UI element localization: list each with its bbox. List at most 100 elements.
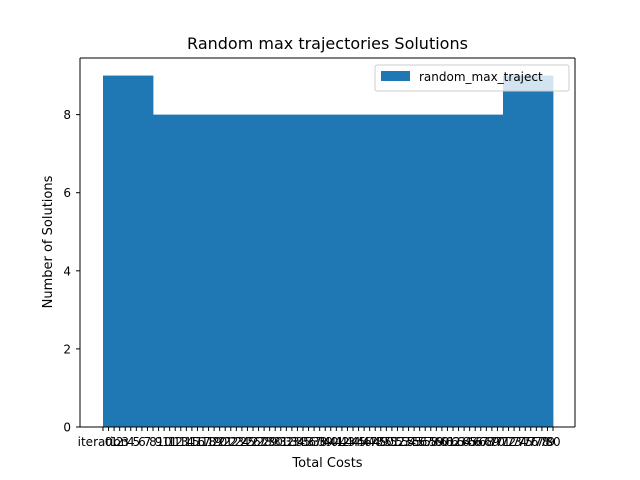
histogram-bar — [153, 114, 504, 428]
x-tick-label: 43 — [340, 435, 355, 449]
y-tick-label: 8 — [63, 108, 71, 122]
x-tick-label: 11 — [162, 435, 177, 449]
axes-frame — [79, 57, 576, 428]
y-tick-label: 0 — [63, 421, 71, 435]
x-tick-label: 44 — [345, 435, 360, 449]
x-tick-label: 37 — [306, 435, 321, 449]
x-tick-label: 41 — [329, 435, 344, 449]
legend-box — [374, 64, 570, 92]
x-tick-label: 75 — [518, 435, 533, 449]
x-tick-label: 70 — [490, 435, 505, 449]
x-tick-label: 63 — [451, 435, 466, 449]
x-tick-label: 73 — [506, 435, 521, 449]
x-tick-label: 13 — [173, 435, 188, 449]
histogram-bar — [103, 75, 154, 427]
x-tick-label: 64 — [456, 435, 471, 449]
x-tick-label: 53 — [395, 435, 410, 449]
x-tick-label: 72 — [501, 435, 516, 449]
x-tick-label: 17 — [195, 435, 210, 449]
x-tick-label: 14 — [179, 435, 194, 449]
x-tick-label: 28 — [256, 435, 271, 449]
x-tick-label: 65 — [462, 435, 477, 449]
x-tick-label: 6 — [138, 435, 146, 449]
x-tick-label: 35 — [295, 435, 310, 449]
x-tick-label: 68 — [479, 435, 494, 449]
y-axis-label: Number of Solutions — [41, 175, 56, 308]
x-tick-label: 29 — [262, 435, 277, 449]
x-tick-label: 16 — [190, 435, 205, 449]
x-tick-label: 46 — [356, 435, 371, 449]
x-tick-label: 79 — [540, 435, 555, 449]
x-tick-label: 19 — [206, 435, 221, 449]
x-tick-label: 76 — [523, 435, 538, 449]
x-tick-label: 78 — [534, 435, 549, 449]
x-tick-label: 80 — [545, 435, 560, 449]
x-tick-label: 47 — [362, 435, 377, 449]
x-tick-label: 58 — [423, 435, 438, 449]
x-tick-label: 22 — [223, 435, 238, 449]
x-tick-label: 0 — [105, 435, 113, 449]
histogram-bar — [503, 75, 554, 427]
x-tick-label: 27 — [251, 435, 266, 449]
x-tick-label: 52 — [390, 435, 405, 449]
x-tick-label: 32 — [279, 435, 294, 449]
x-axis-ticks: iteration0123456789101112131415161718192… — [78, 427, 561, 449]
y-axis-ticks: 0 2 4 6 8 — [63, 108, 80, 435]
x-tick-label: 26 — [245, 435, 260, 449]
x-tick-label: 36 — [301, 435, 316, 449]
x-tick-label: 66 — [468, 435, 483, 449]
x-tick-label: 9 — [155, 435, 163, 449]
x-tick-label: 59 — [429, 435, 444, 449]
x-tick-label: 4 — [127, 435, 135, 449]
x-tick-label: 12 — [168, 435, 183, 449]
x-tick-label: 33 — [284, 435, 299, 449]
x-tick-label: 61 — [440, 435, 455, 449]
chart-title: Random max trajectories Solutions — [187, 34, 468, 53]
x-tick-label: 23 — [229, 435, 244, 449]
legend: random_max_traject — [374, 64, 570, 92]
x-tick-label: 3 — [121, 435, 129, 449]
x-tick-label: 54 — [401, 435, 416, 449]
x-tick-label: 34 — [290, 435, 305, 449]
x-tick-label: 69 — [484, 435, 499, 449]
x-tick-label: 71 — [495, 435, 510, 449]
x-tick-label: 49 — [373, 435, 388, 449]
x-tick-label: 51 — [384, 435, 399, 449]
y-tick-label: 4 — [63, 264, 71, 278]
bars-layer — [103, 75, 554, 428]
x-tick-label: 5 — [133, 435, 141, 449]
x-tick-label: 77 — [529, 435, 544, 449]
x-tick-label: 40 — [323, 435, 338, 449]
x-tick-label: 31 — [273, 435, 288, 449]
x-tick-label: 39 — [318, 435, 333, 449]
x-tick-label: 57 — [418, 435, 433, 449]
x-tick-label: 62 — [445, 435, 460, 449]
x-tick-label: 21 — [218, 435, 233, 449]
x-tick-label: 67 — [473, 435, 488, 449]
x-tick-label: 38 — [312, 435, 327, 449]
x-tick-label: 48 — [368, 435, 383, 449]
x-tick-label: 50 — [379, 435, 394, 449]
x-tick-label: 8 — [149, 435, 157, 449]
x-tick-label: 42 — [334, 435, 349, 449]
x-tick-label: 18 — [201, 435, 216, 449]
x-tick-label: 30 — [268, 435, 283, 449]
x-tick-label: 56 — [412, 435, 427, 449]
x-axis-label: Total Costs — [291, 456, 362, 471]
x-tick-label: 15 — [184, 435, 199, 449]
x-tick-label: 7 — [144, 435, 152, 449]
x-tick-label: 1 — [110, 435, 118, 449]
x-tick-label: 2 — [116, 435, 124, 449]
x-tick-label: 74 — [512, 435, 527, 449]
x-tick-label: 20 — [212, 435, 227, 449]
x-tick-label: 60 — [434, 435, 449, 449]
legend-label: random_max_traject — [419, 70, 543, 84]
x-tick-label: 55 — [406, 435, 421, 449]
x-tick-label: 10 — [156, 435, 171, 449]
x-tick-label: 24 — [234, 435, 249, 449]
x-tick-label: 25 — [240, 435, 255, 449]
x-tick-label: 45 — [351, 435, 366, 449]
legend-swatch — [381, 71, 410, 81]
y-tick-label: 6 — [63, 186, 71, 200]
